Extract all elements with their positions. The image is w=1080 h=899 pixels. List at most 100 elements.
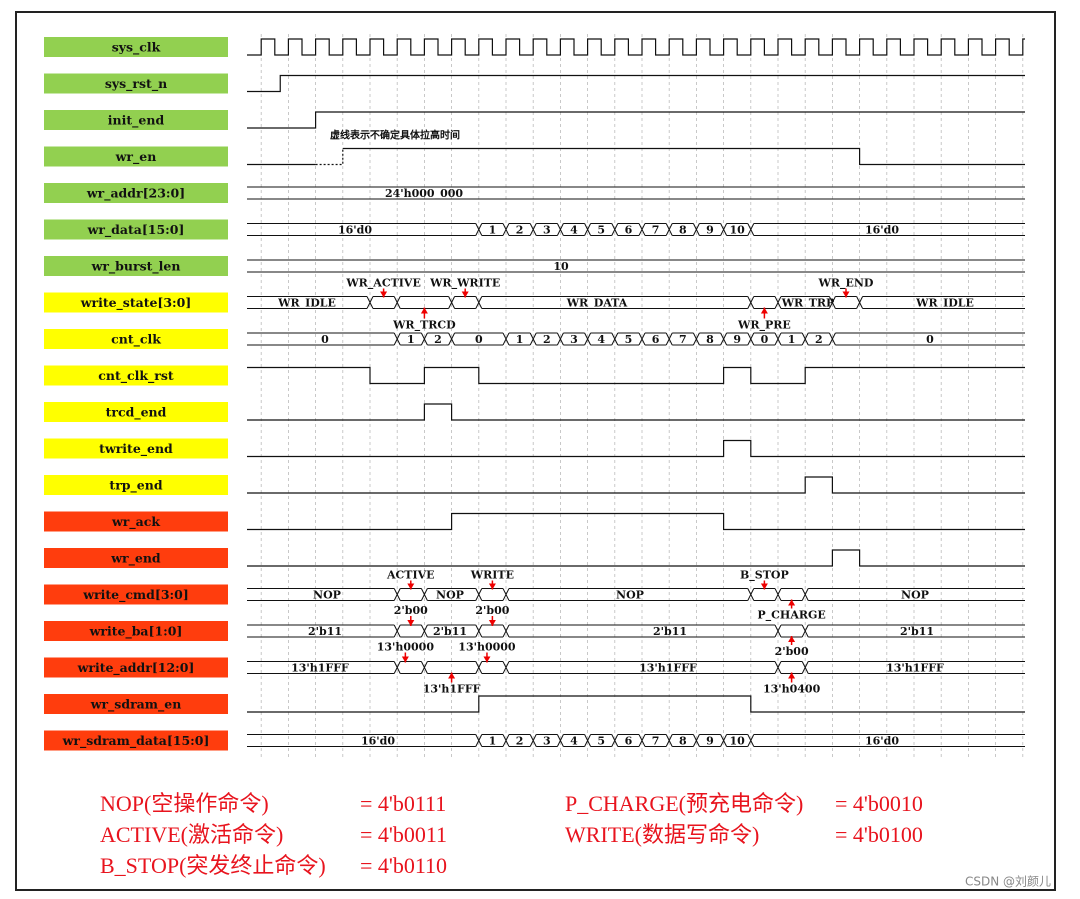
signal-name: wr_end bbox=[110, 551, 161, 567]
bus-value: WR_END bbox=[818, 277, 874, 291]
signal-box bbox=[44, 584, 228, 605]
bus-cross bbox=[774, 588, 782, 601]
bus-value: 1 bbox=[407, 333, 415, 346]
signal-box bbox=[44, 402, 228, 422]
bus-cross bbox=[420, 624, 428, 638]
bus-value: 16'd0 bbox=[338, 224, 372, 237]
bus-cross bbox=[856, 296, 864, 309]
signal-box bbox=[44, 548, 228, 568]
bus-value: 9 bbox=[733, 333, 741, 346]
bus-value: 5 bbox=[625, 333, 633, 346]
legend-value: = 4'b0110 bbox=[360, 853, 447, 878]
bus-value: 13'h0400 bbox=[763, 683, 821, 696]
signal-box bbox=[44, 730, 228, 751]
bus-cross bbox=[801, 624, 809, 638]
arrow-head bbox=[461, 291, 469, 298]
arrow-head bbox=[760, 307, 768, 314]
bus-cross bbox=[393, 332, 401, 346]
arrow-head bbox=[488, 620, 496, 626]
bus-value: 9 bbox=[706, 224, 714, 237]
signal-name: trcd_end bbox=[106, 405, 167, 421]
arrow-head bbox=[788, 599, 796, 606]
bus-value: P_CHARGE bbox=[757, 609, 825, 623]
bus-value: 13'h1FFF bbox=[291, 662, 349, 675]
arrow-head bbox=[448, 672, 456, 679]
bus-value: 7 bbox=[652, 735, 660, 748]
bus-cross bbox=[638, 332, 646, 346]
bus-value: 2 bbox=[434, 333, 442, 346]
bus-cross bbox=[692, 332, 700, 346]
bus-cross bbox=[502, 332, 510, 346]
signal-box bbox=[44, 110, 228, 130]
bus-value: 2'b00 bbox=[775, 645, 809, 658]
bus-cross bbox=[502, 223, 510, 236]
waveform bbox=[247, 366, 1025, 385]
arrow-head bbox=[788, 636, 796, 642]
bus-cross bbox=[801, 661, 809, 674]
bus-value: 8 bbox=[679, 224, 687, 237]
bus-value: 3 bbox=[570, 333, 578, 346]
signal-box bbox=[44, 365, 228, 386]
signal-box bbox=[44, 475, 228, 495]
bus-cross bbox=[556, 332, 564, 346]
bus-value: WR_TRP bbox=[781, 297, 835, 311]
bus-value: WR_WRITE bbox=[429, 277, 500, 291]
signal-box bbox=[44, 146, 228, 167]
signal-name: wr_burst_len bbox=[91, 259, 181, 275]
signal-box bbox=[44, 621, 228, 641]
bus-cross bbox=[611, 223, 619, 236]
arrow-head bbox=[380, 291, 388, 298]
bus-cross bbox=[529, 332, 537, 346]
arrow-head bbox=[488, 583, 496, 590]
bus-cross bbox=[638, 734, 646, 747]
bus-cross bbox=[747, 296, 755, 309]
bus-cross bbox=[420, 332, 428, 346]
bus-value: 8 bbox=[679, 735, 687, 748]
bus-value: 2 bbox=[516, 224, 524, 237]
bus-value: 1 bbox=[788, 333, 796, 346]
bus-cross bbox=[393, 661, 401, 674]
bus-value: WR_ACTIVE bbox=[345, 277, 421, 291]
bus-cross bbox=[584, 223, 592, 236]
signal-name: write_cmd[3:0] bbox=[82, 587, 189, 603]
bus-value: 13'h0000 bbox=[458, 641, 516, 654]
bus-cross bbox=[774, 296, 782, 309]
bus-value: 10 bbox=[553, 260, 569, 273]
signal-box bbox=[44, 37, 228, 57]
bus-cross bbox=[747, 588, 755, 601]
bus-value: 13'h1FFF bbox=[639, 662, 697, 675]
bus-cross bbox=[720, 332, 728, 346]
signal-box bbox=[44, 292, 228, 313]
arrow-head bbox=[842, 291, 850, 298]
bus-cross bbox=[475, 296, 483, 309]
signal-name: wr_sdram_en bbox=[90, 697, 182, 713]
waveform bbox=[247, 439, 1025, 458]
bus-cross bbox=[502, 734, 510, 747]
bus-cross bbox=[774, 661, 782, 674]
bus-value: 10 bbox=[730, 224, 746, 237]
legend-name: B_STOP(突发终止命令) bbox=[100, 853, 326, 878]
waveform bbox=[342, 147, 1025, 166]
bus-cross bbox=[774, 332, 782, 346]
bus-value: 9 bbox=[706, 735, 714, 748]
waveform bbox=[247, 403, 1025, 421]
signal-box bbox=[44, 657, 228, 678]
bus-value: 8 bbox=[706, 333, 714, 346]
waveform bbox=[247, 695, 1025, 713]
signal-box bbox=[44, 219, 228, 240]
bus-value: NOP bbox=[313, 589, 341, 602]
bus-cross bbox=[475, 734, 483, 747]
bus-cross bbox=[665, 223, 673, 236]
signal-box bbox=[44, 511, 228, 532]
bus-cross bbox=[747, 223, 755, 236]
arrow-head bbox=[788, 672, 796, 679]
arrow-head bbox=[483, 656, 491, 663]
bus-value: 3 bbox=[543, 224, 551, 237]
bus-value: 13'h1FFF bbox=[423, 683, 481, 696]
signal-box bbox=[44, 694, 228, 714]
bus-cross bbox=[828, 296, 836, 309]
arrow-head bbox=[407, 583, 415, 590]
bus-value: 2'b11 bbox=[433, 625, 467, 638]
signal-name: write_ba[1:0] bbox=[89, 624, 183, 640]
signal-box bbox=[44, 329, 228, 349]
